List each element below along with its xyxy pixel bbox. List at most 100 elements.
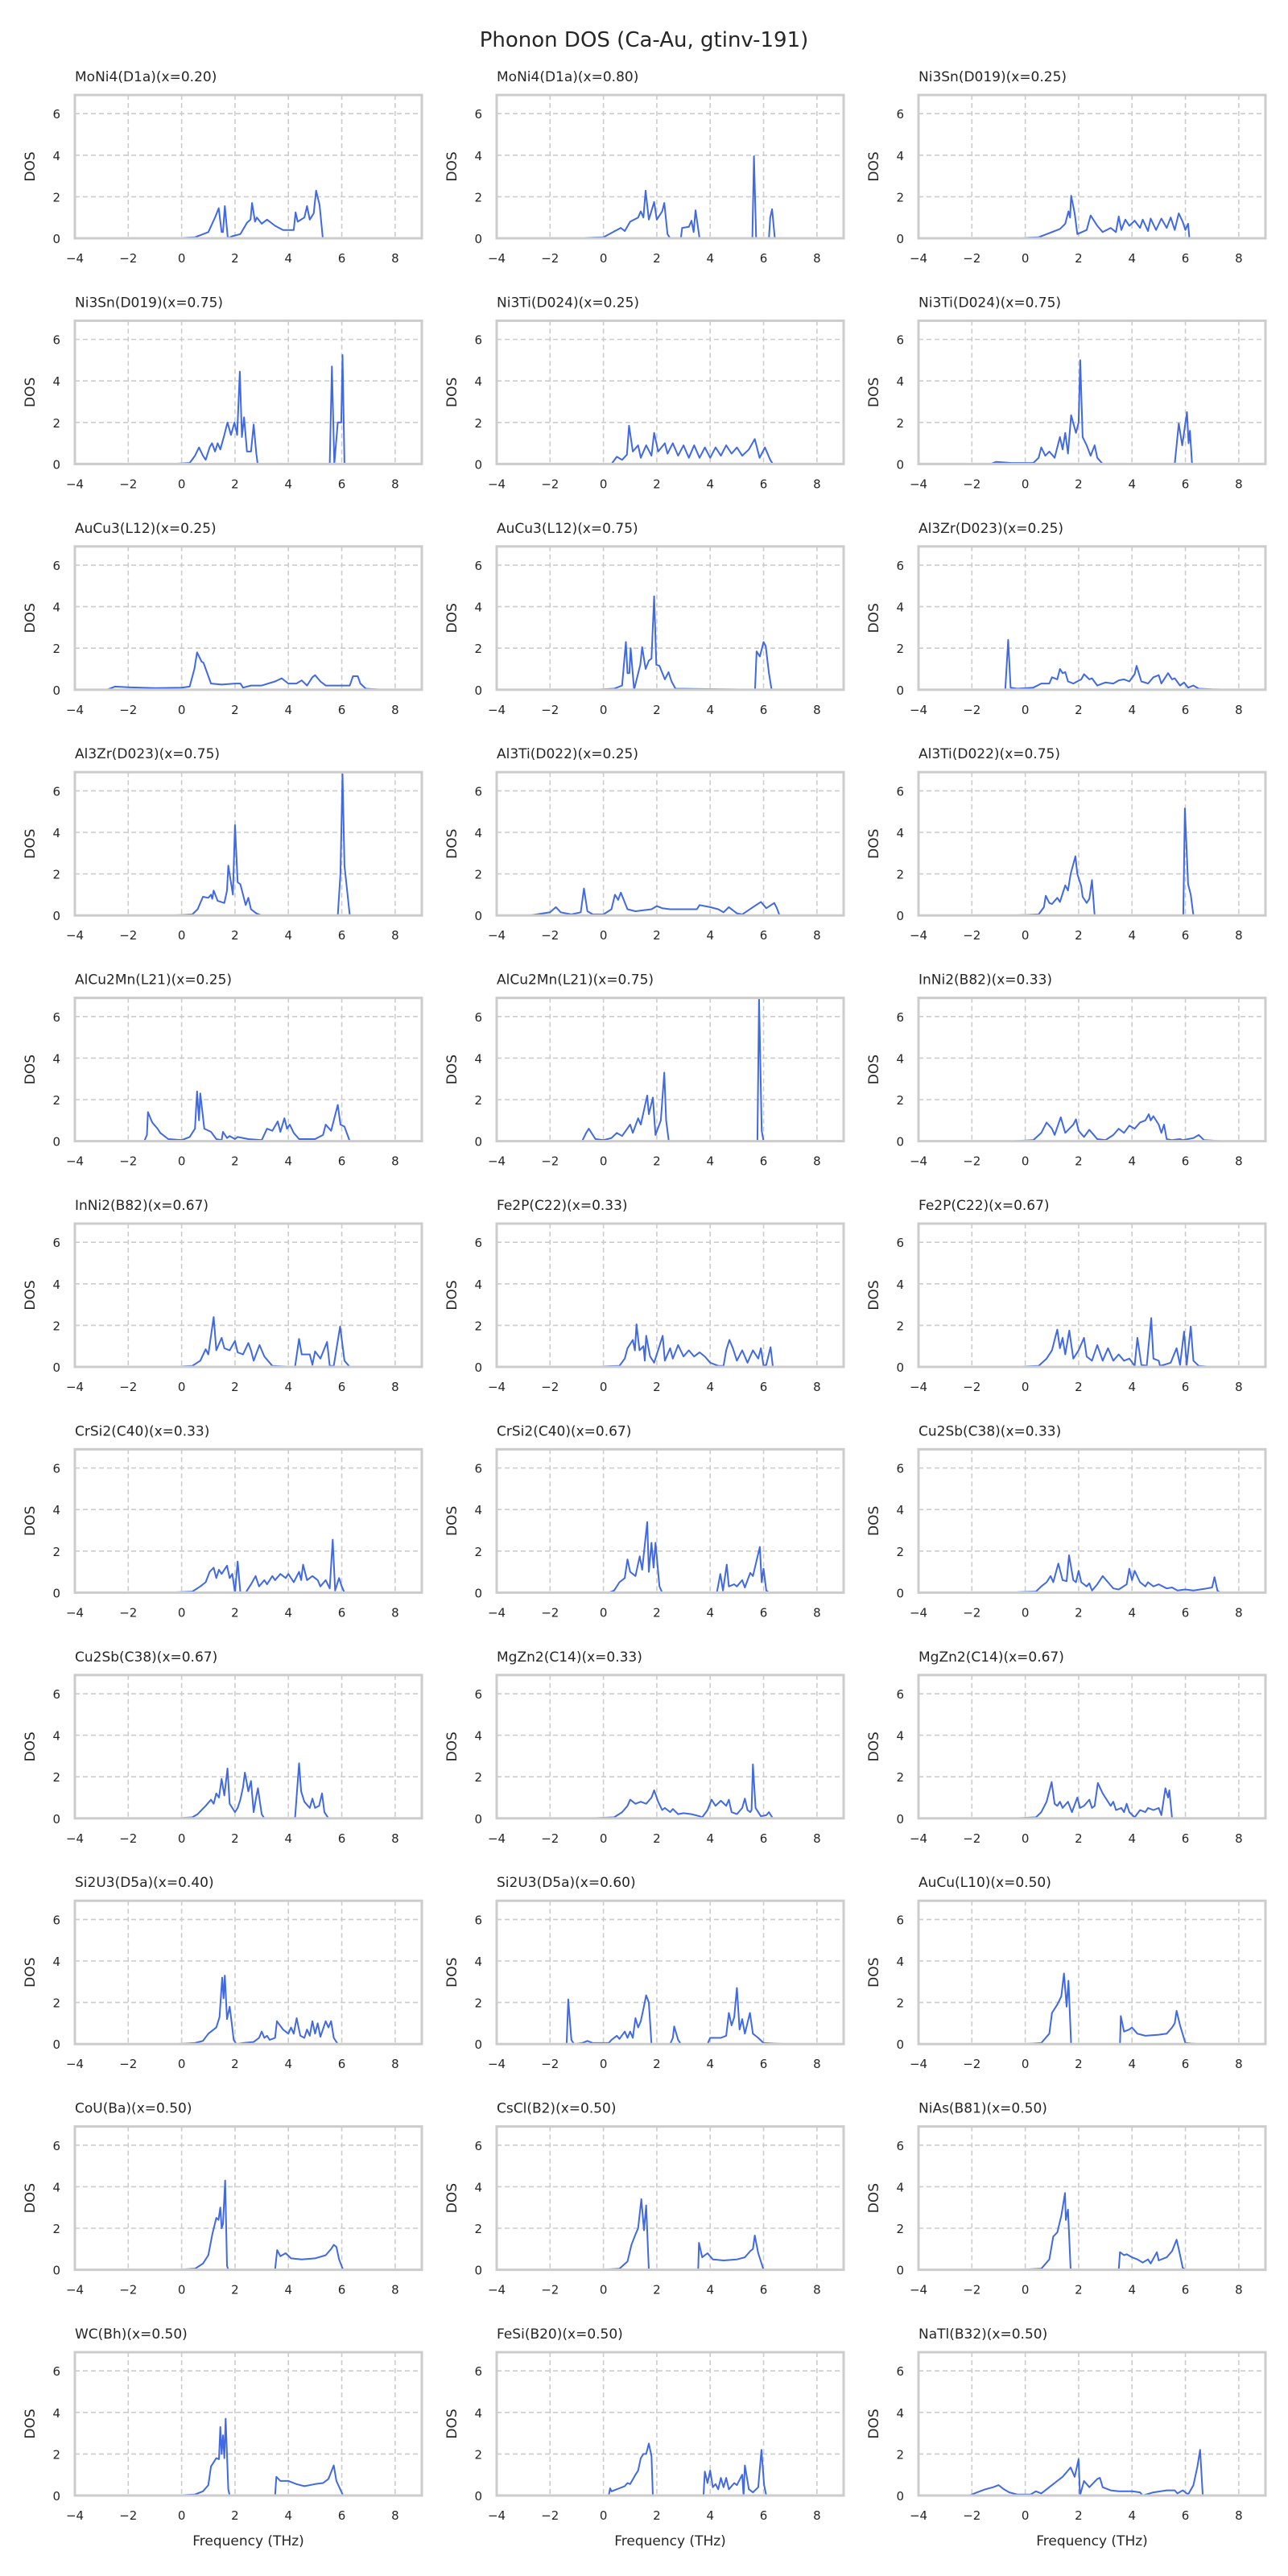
x-tick-label: −4 <box>488 928 506 943</box>
y-tick-label: 0 <box>896 2037 904 2052</box>
subplot-title: MgZn2(C14)(x=0.67) <box>919 1649 1064 1666</box>
axes-frame <box>495 2125 845 2272</box>
x-tick-label: −2 <box>963 251 980 266</box>
y-tick-label: 4 <box>474 374 482 389</box>
subplot-24: −4 −2 0 2 4 6 8 0 2 4 6 MgZn2(C14)(x=0.67) DOS <box>866 1649 1267 1846</box>
x-tick-label: 4 <box>706 703 714 717</box>
x-tick-label: 8 <box>391 2057 399 2071</box>
axes-frame <box>73 93 423 240</box>
subplot-18: −4 −2 0 2 4 6 8 0 2 4 6 Fe2P(C22)(x=0.67) DOS <box>866 1198 1267 1394</box>
x-tick-label: 2 <box>653 251 661 266</box>
x-tick-label: 4 <box>284 251 292 266</box>
y-tick-label: 0 <box>52 2489 60 2504</box>
x-tick-label: 6 <box>338 2508 346 2523</box>
y-tick-label: 6 <box>896 2139 904 2153</box>
y-tick-label: 4 <box>474 1278 482 1292</box>
x-tick-label: 8 <box>813 251 821 266</box>
y-axis-label: DOS <box>866 1732 882 1761</box>
subplot-6: −4 −2 0 2 4 6 8 0 2 4 6 Ni3Ti(D024)(x=0.75) DOS <box>866 295 1267 491</box>
x-tick-label: 6 <box>338 2283 346 2297</box>
subplot-title: Al3Ti(D022)(x=0.25) <box>497 746 638 762</box>
x-tick-label: 6 <box>1182 2283 1190 2297</box>
axes-frame <box>495 319 845 465</box>
x-tick-label: 4 <box>1128 251 1136 266</box>
x-tick-label: 0 <box>178 1154 186 1169</box>
x-tick-label: −2 <box>963 1831 980 1846</box>
subplot-title: AuCu3(L12)(x=0.75) <box>497 521 638 537</box>
y-tick-label: 4 <box>474 2180 482 2194</box>
y-axis-label: DOS <box>23 1958 39 1988</box>
x-tick-label: 0 <box>600 2057 608 2071</box>
x-tick-label: 0 <box>178 251 186 266</box>
y-tick-label: 4 <box>52 826 60 840</box>
x-tick-label: 8 <box>1235 477 1243 491</box>
y-axis-label: DOS <box>23 378 39 407</box>
x-tick-label: 2 <box>231 477 239 491</box>
axes-frame <box>73 770 423 917</box>
subplot-title: AuCu(L10)(x=0.50) <box>919 1875 1051 1891</box>
x-tick-label: 6 <box>1182 703 1190 717</box>
subplot-title: Ni3Ti(D024)(x=0.25) <box>497 295 639 311</box>
y-tick-label: 0 <box>474 232 482 246</box>
x-tick-label: 6 <box>338 251 346 266</box>
x-tick-label: 0 <box>1022 1831 1030 1846</box>
x-tick-label: 0 <box>600 251 608 266</box>
y-tick-label: 0 <box>896 909 904 923</box>
y-tick-label: 0 <box>52 1360 60 1375</box>
subplot-29: −4 −2 0 2 4 6 8 0 2 4 6 CsCl(B2)(x=0.50) DOS <box>444 2101 845 2297</box>
y-tick-label: 2 <box>52 416 60 431</box>
dos-curve <box>122 1090 369 1142</box>
x-tick-label: −2 <box>963 1154 980 1169</box>
x-tick-label: −2 <box>541 2057 559 2071</box>
dos-curve <box>1011 807 1210 917</box>
subplot-title: Cu2Sb(C38)(x=0.33) <box>919 1423 1061 1439</box>
x-tick-label: 0 <box>178 1380 186 1394</box>
y-tick-label: 2 <box>474 642 482 656</box>
x-tick-label: 8 <box>1235 2508 1243 2523</box>
subplot-33: −4 −2 0 2 4 6 8 0 2 4 6 NaTl(B32)(x=0.50) DOS Frequen… <box>866 2326 1267 2549</box>
y-tick-label: 4 <box>896 601 904 615</box>
y-tick-label: 4 <box>474 1729 482 1744</box>
x-tick-label: 2 <box>653 703 661 717</box>
x-tick-label: 2 <box>1075 2283 1083 2297</box>
y-tick-label: 6 <box>474 1236 482 1250</box>
y-tick-label: 2 <box>474 868 482 882</box>
x-tick-label: 0 <box>178 928 186 943</box>
x-tick-label: 8 <box>1235 2283 1243 2297</box>
axes-frame <box>73 1222 423 1368</box>
x-tick-label: 2 <box>231 1154 239 1169</box>
dos-curve <box>171 1316 361 1368</box>
x-tick-label: −4 <box>910 928 927 943</box>
x-tick-label: 8 <box>1235 251 1243 266</box>
x-tick-label: 2 <box>231 251 239 266</box>
y-tick-label: 2 <box>896 868 904 882</box>
x-tick-label: −4 <box>488 251 506 266</box>
x-tick-label: 0 <box>600 1605 608 1620</box>
axes-frame <box>73 319 423 465</box>
axes-frame <box>73 545 423 691</box>
y-tick-label: 4 <box>474 2406 482 2421</box>
x-tick-label: 6 <box>338 928 346 943</box>
y-tick-label: 4 <box>52 2180 60 2194</box>
x-tick-label: 0 <box>1022 1605 1030 1620</box>
x-tick-label: −4 <box>66 928 84 943</box>
x-tick-label: 4 <box>706 1605 714 1620</box>
x-tick-label: 6 <box>338 703 346 717</box>
y-axis-label: DOS <box>23 1055 39 1084</box>
x-tick-label: 6 <box>760 1831 768 1846</box>
x-tick-label: 6 <box>1182 2508 1190 2523</box>
y-tick-label: 6 <box>896 1236 904 1250</box>
x-tick-label: 2 <box>1075 1605 1083 1620</box>
x-tick-label: 6 <box>760 928 768 943</box>
axes-frame <box>917 319 1267 465</box>
y-tick-label: 4 <box>896 1955 904 1969</box>
dos-curve <box>945 2449 1226 2496</box>
subplot-10: −4 −2 0 2 4 6 8 0 2 4 6 Al3Zr(D023)(x=0.75) DOS <box>23 746 423 943</box>
y-tick-label: 4 <box>896 1051 904 1066</box>
y-axis-label: DOS <box>866 151 882 181</box>
x-tick-label: 0 <box>178 477 186 491</box>
x-tick-label: −2 <box>119 251 137 266</box>
y-tick-label: 6 <box>896 559 904 573</box>
x-tick-label: 2 <box>653 2057 661 2071</box>
y-tick-label: 6 <box>896 333 904 348</box>
